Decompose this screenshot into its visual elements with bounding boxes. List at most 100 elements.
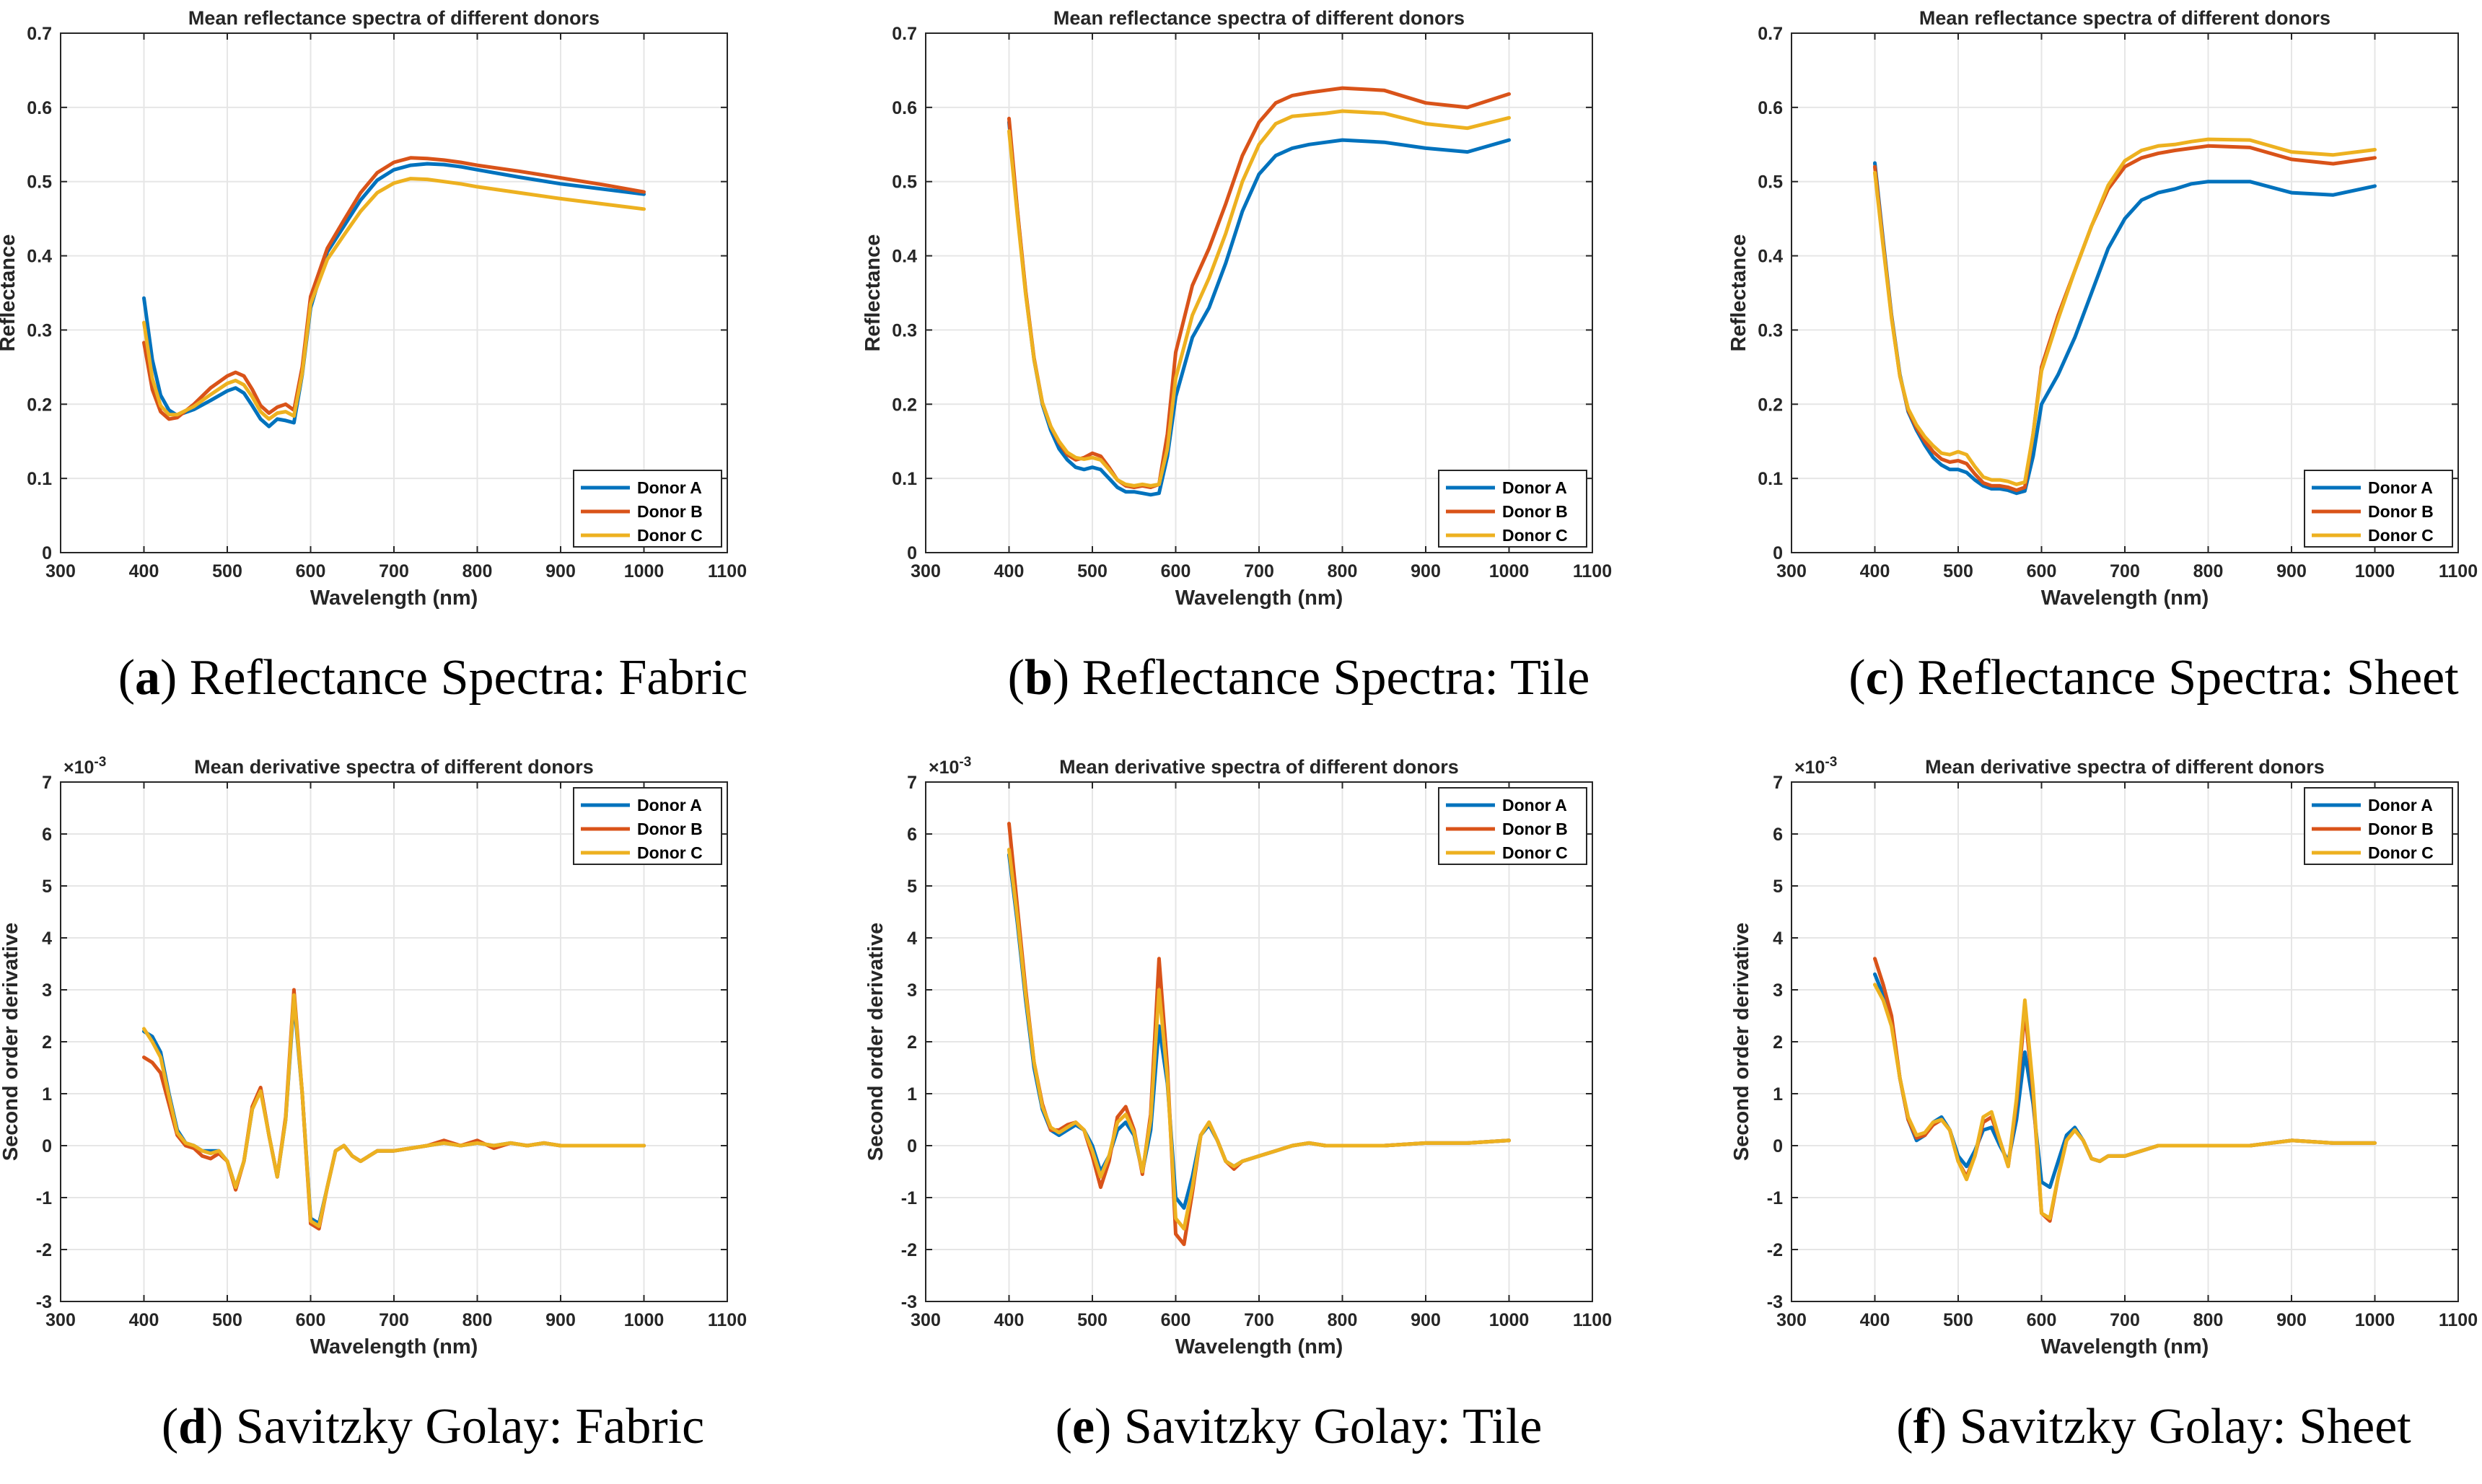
- panel-caption: (b) Reflectance Spectra: Tile: [1008, 650, 1590, 706]
- legend-label: Donor A: [637, 796, 702, 815]
- x-tick-label: 800: [1328, 561, 1358, 581]
- x-tick-label: 400: [129, 1310, 159, 1330]
- x-tick-label: 1000: [624, 561, 665, 581]
- y-axis-label: Reflectance: [1727, 234, 1750, 352]
- legend-label: Donor A: [2368, 796, 2433, 815]
- x-tick-label: 1100: [708, 1310, 747, 1330]
- x-tick-label: 900: [1411, 561, 1441, 581]
- chart-title: Mean reflectance spectra of different do…: [188, 7, 600, 29]
- x-axis-label: Wavelength (nm): [2041, 587, 2209, 610]
- chart-panel-f: 300 400 500 600 700 800 900 1000 1100 -3 -2 -1 0 1 2 3 4…: [1730, 755, 2478, 1454]
- series-line-donor-c: [142, 993, 646, 1229]
- legend-label: Donor C: [637, 526, 703, 545]
- x-tick-label: 300: [911, 1310, 941, 1330]
- series-line-donor-a: [1007, 120, 1511, 497]
- y-tick-label: 0.7: [892, 24, 917, 44]
- y-tick-label: 0: [907, 543, 917, 563]
- x-tick-label: 900: [2276, 561, 2307, 581]
- panel-caption: (c) Reflectance Spectra: Sheet: [1849, 650, 2459, 706]
- x-axis-label: Wavelength (nm): [310, 587, 478, 610]
- x-tick-label: 800: [462, 561, 493, 581]
- y-tick-label: 0.2: [892, 395, 917, 415]
- legend-label: Donor B: [637, 820, 703, 838]
- y-axis-label: Second order derivative: [864, 923, 887, 1161]
- y-tick-label: 0: [1773, 543, 1783, 563]
- y-exponent-label: ×10-3: [929, 755, 971, 778]
- chart-panel-a: 300 400 500 600 700 800 900 1000 1100 0 0.1 0.2 0.3 0…: [0, 7, 747, 706]
- y-tick-label: 7: [907, 773, 917, 793]
- y-tick-label: 0.6: [1758, 98, 1783, 118]
- panel-caption: (f) Savitzky Golay: Sheet: [1896, 1399, 2411, 1454]
- y-tick-label: 0.3: [27, 320, 52, 341]
- x-tick-label: 1100: [1573, 561, 1612, 581]
- y-tick-label: -2: [36, 1240, 52, 1260]
- legend-label: Donor C: [1502, 526, 1568, 545]
- y-exponent-label: ×10-3: [1794, 755, 1837, 778]
- x-tick-label: 500: [1943, 561, 1973, 581]
- x-tick-label: 1000: [2355, 1310, 2395, 1330]
- x-tick-label: 900: [2276, 1310, 2307, 1330]
- x-tick-label: 1000: [624, 1310, 665, 1330]
- x-tick-label: 400: [994, 561, 1025, 581]
- chart-panel-d: 300 400 500 600 700 800 900 1000 1100 -3 -2 -1 0 1 2 3 4…: [0, 755, 747, 1454]
- legend: Donor A Donor B Donor C: [2304, 787, 2453, 865]
- y-tick-label: 3: [907, 980, 917, 1001]
- x-axis-label: Wavelength (nm): [1175, 1335, 1343, 1358]
- x-tick-label: 800: [2193, 561, 2224, 581]
- y-tick-label: 0: [42, 543, 52, 563]
- x-tick-label: 800: [1328, 1310, 1358, 1330]
- x-tick-label: 300: [1776, 561, 1807, 581]
- x-tick-label: 300: [1776, 1310, 1807, 1330]
- y-tick-label: 1: [1773, 1084, 1783, 1105]
- y-tick-label: 0.4: [27, 247, 52, 267]
- y-tick-label: 4: [907, 928, 917, 949]
- legend-label: Donor A: [1502, 478, 1567, 497]
- legend-label: Donor C: [2368, 526, 2434, 545]
- legend-label: Donor C: [2368, 843, 2434, 862]
- y-tick-label: 1: [42, 1084, 52, 1105]
- series-line-donor-c: [1873, 137, 2377, 486]
- x-tick-label: 800: [2193, 1310, 2224, 1330]
- series-line-donor-c: [1007, 109, 1511, 488]
- x-axis-label: Wavelength (nm): [1175, 587, 1343, 610]
- y-tick-label: 0.5: [892, 172, 917, 193]
- x-tick-label: 400: [1860, 1310, 1890, 1330]
- x-tick-label: 700: [2110, 561, 2140, 581]
- y-tick-label: -3: [1767, 1292, 1783, 1312]
- y-tick-label: 7: [42, 773, 52, 793]
- y-tick-label: 0.2: [1758, 395, 1783, 415]
- x-tick-label: 1100: [2439, 1310, 2478, 1330]
- x-tick-label: 500: [212, 1310, 242, 1330]
- legend: Donor A Donor B Donor C: [1438, 470, 1587, 548]
- legend-label: Donor B: [2368, 502, 2434, 521]
- x-axis-label: Wavelength (nm): [2041, 1335, 2209, 1358]
- x-tick-label: 1000: [1489, 561, 1530, 581]
- series-line-donor-b: [1873, 144, 2377, 493]
- y-tick-label: -2: [901, 1240, 917, 1260]
- y-tick-label: 5: [42, 877, 52, 897]
- y-tick-label: 0.1: [892, 469, 917, 489]
- y-tick-label: 0.3: [892, 320, 917, 341]
- legend: Donor A Donor B Donor C: [573, 787, 722, 865]
- x-tick-label: 800: [462, 1310, 493, 1330]
- y-axis-label: Reflectance: [0, 234, 19, 352]
- y-tick-label: 3: [1773, 980, 1783, 1001]
- x-tick-label: 600: [1161, 1310, 1191, 1330]
- y-tick-label: 1: [907, 1084, 917, 1105]
- y-tick-label: -1: [1767, 1188, 1783, 1208]
- y-tick-label: 0.2: [27, 395, 52, 415]
- y-tick-label: 0.4: [892, 247, 917, 267]
- panel-caption: (a) Reflectance Spectra: Fabric: [118, 650, 748, 706]
- chart-panel-b: 300 400 500 600 700 800 900 1000 1100 0 0.1 0.2 0.3 0…: [861, 7, 1612, 706]
- legend: Donor A Donor B Donor C: [573, 470, 722, 548]
- y-tick-label: 4: [42, 928, 52, 949]
- x-tick-label: 1000: [2355, 561, 2395, 581]
- legend: Donor A Donor B Donor C: [2304, 470, 2453, 548]
- y-tick-label: 0: [42, 1136, 52, 1156]
- y-tick-label: 0: [1773, 1136, 1783, 1156]
- y-tick-label: 6: [42, 825, 52, 845]
- x-tick-label: 700: [1244, 561, 1274, 581]
- x-axis-label: Wavelength (nm): [310, 1335, 478, 1358]
- legend-label: Donor B: [1502, 820, 1568, 838]
